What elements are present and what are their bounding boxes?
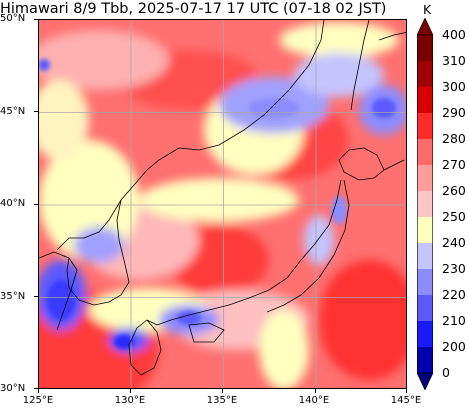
colorbar-label-280: 280 xyxy=(442,131,466,146)
lon-label-140: 140°E xyxy=(298,395,330,406)
cloud-detail xyxy=(39,59,396,349)
lat-label-45: 45°N xyxy=(0,106,26,117)
colorbar-bin-230 xyxy=(417,269,433,295)
colorbar-label-400: 400 xyxy=(442,27,466,42)
lat-label-30: 30°N xyxy=(0,383,26,394)
colorbar-label-200: 200 xyxy=(442,339,466,354)
colorbar-label-270: 270 xyxy=(442,157,466,172)
colorbar-label-240: 240 xyxy=(442,235,466,250)
colorbar-label-310: 310 xyxy=(442,53,466,68)
lat-label-40: 40°N xyxy=(0,198,26,209)
colorbar-label-290: 290 xyxy=(442,105,466,120)
lat-tick-50 xyxy=(34,19,38,20)
lat-label-50: 50°N xyxy=(0,13,26,24)
colorbar-bin-210 xyxy=(417,321,433,347)
lat-label-35: 35°N xyxy=(0,291,26,302)
colorbar-bin-200 xyxy=(417,347,433,373)
colorbar-bin-300 xyxy=(417,87,433,113)
lat-tick-30 xyxy=(34,388,38,389)
lon-tick-145 xyxy=(406,389,407,393)
colorbar-label-210: 210 xyxy=(442,313,466,328)
satellite-map xyxy=(38,19,407,389)
tbb-field xyxy=(39,20,406,388)
lon-tick-130 xyxy=(130,389,131,393)
map-title: Himawari 8/9 Tbb, 2025-07-17 17 UTC (07-… xyxy=(0,1,387,17)
colorbar-extend-top xyxy=(417,18,433,36)
lon-tick-125 xyxy=(38,389,39,393)
colorbar-label-bottom: 0 xyxy=(442,365,450,380)
colorbar-extend-bottom xyxy=(417,372,433,390)
lon-label-135: 135°E xyxy=(206,395,238,406)
colorbar-label-300: 300 xyxy=(442,79,466,94)
lon-label-130: 130°E xyxy=(114,395,146,406)
colorbar-unit: K xyxy=(423,2,432,17)
colorbar xyxy=(417,18,433,390)
colorbar-label-230: 230 xyxy=(442,261,466,276)
coastlines xyxy=(39,20,406,376)
colorbar-frame xyxy=(417,34,433,374)
lon-tick-140 xyxy=(315,389,316,393)
colorbar-bin-400 xyxy=(417,35,433,61)
lat-tick-35 xyxy=(34,296,38,297)
colorbar-label-260: 260 xyxy=(442,183,466,198)
lon-label-125: 125°E xyxy=(22,395,54,406)
colorbar-bin-310 xyxy=(417,61,433,87)
colorbar-bin-250 xyxy=(417,217,433,243)
lon-tick-135 xyxy=(222,389,223,393)
colorbar-bin-290 xyxy=(417,113,433,139)
colorbar-bin-280 xyxy=(417,139,433,165)
colorbar-bin-220 xyxy=(417,295,433,321)
colorbar-bin-260 xyxy=(417,191,433,217)
colorbar-label-220: 220 xyxy=(442,287,466,302)
lon-label-145: 145°E xyxy=(390,395,422,406)
lat-tick-45 xyxy=(34,111,38,112)
graticule xyxy=(39,20,406,388)
colorbar-label-250: 250 xyxy=(442,209,466,224)
colorbar-bin-270 xyxy=(417,165,433,191)
lat-tick-40 xyxy=(34,204,38,205)
colorbar-bin-240 xyxy=(417,243,433,269)
